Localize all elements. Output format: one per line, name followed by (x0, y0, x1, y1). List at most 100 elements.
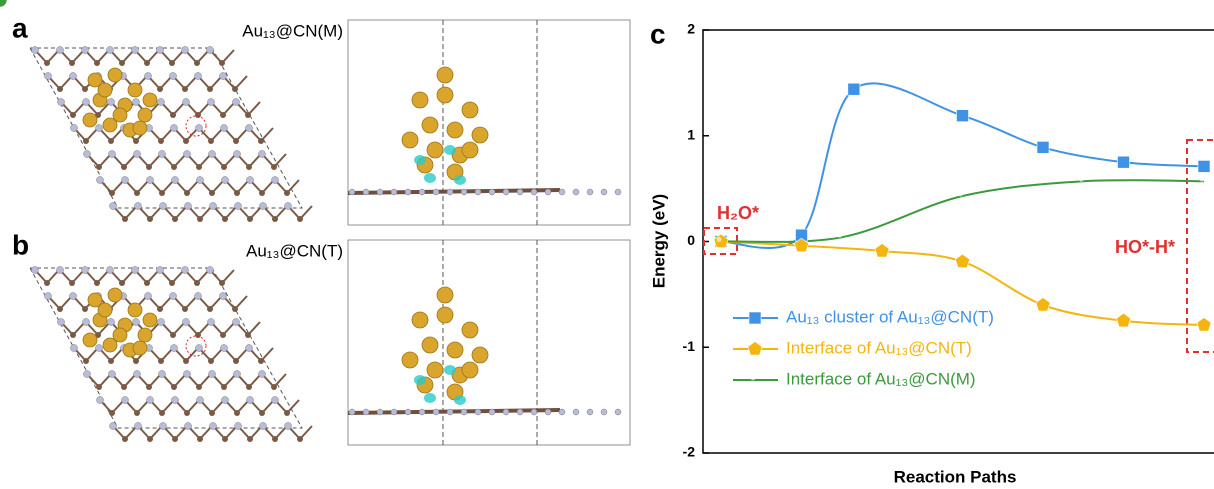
atom-c (159, 410, 165, 416)
atom-n (81, 266, 89, 274)
marker-shine (837, 232, 843, 238)
atom-n (169, 292, 177, 300)
atom-n (219, 72, 227, 80)
atom-n (502, 188, 510, 196)
atom-n (69, 72, 77, 80)
atom-c (82, 86, 88, 92)
atom-n (181, 46, 189, 54)
atom-au (132, 340, 148, 356)
atom-n (195, 124, 203, 132)
atom-n (194, 292, 202, 300)
charge-density (424, 393, 436, 403)
atom-n (70, 344, 78, 352)
atom-c (169, 280, 175, 286)
atom-n (144, 72, 152, 80)
atom-n (182, 98, 190, 106)
atom-n (159, 422, 167, 430)
panel-label: b (12, 229, 29, 260)
charge-density (454, 175, 466, 185)
atom-au (127, 82, 143, 98)
atom-c (207, 86, 213, 92)
atom-n (171, 176, 179, 184)
atom-n (544, 188, 552, 196)
panel-title: Au₁₃@CN(T) (246, 241, 343, 260)
atom-c (233, 138, 239, 144)
atom-c (271, 164, 277, 170)
atom-c (234, 190, 240, 196)
atom-n (390, 188, 398, 196)
atom-au (142, 92, 158, 108)
atom-c (82, 306, 88, 312)
atom-n (432, 408, 440, 416)
atom-c (220, 332, 226, 338)
atom-n (502, 408, 510, 416)
atom-c (69, 60, 75, 66)
y-tick-label: 2 (687, 21, 695, 37)
atom-au (137, 107, 153, 123)
atom-c (133, 138, 139, 144)
atom-n (432, 188, 440, 196)
atom-au (471, 126, 489, 144)
atom-c (169, 60, 175, 66)
atom-n (209, 202, 217, 210)
atom-au (421, 116, 439, 134)
atom-c (207, 306, 213, 312)
atom-c (121, 384, 127, 390)
atom-c (272, 436, 278, 442)
atom-c (208, 358, 214, 364)
y-tick-label: -2 (683, 444, 696, 460)
atom-c (194, 60, 200, 66)
atom-c (247, 216, 253, 222)
atom-c (69, 280, 75, 286)
atom-c (133, 358, 139, 364)
marker-shine (958, 191, 963, 197)
atom-c (147, 216, 153, 222)
atom-n (208, 370, 216, 378)
atom-c (172, 216, 178, 222)
side-box (347, 239, 631, 446)
atom-n (404, 408, 412, 416)
atom-n (96, 396, 104, 404)
atom-n (258, 150, 266, 158)
atom-n (284, 422, 292, 430)
atom-c (171, 384, 177, 390)
atom-n (183, 150, 191, 158)
marker (794, 237, 809, 253)
atom-c (144, 60, 150, 66)
atom-c (182, 86, 188, 92)
atom-c (209, 190, 215, 196)
atom-c (271, 384, 277, 390)
atom-c (245, 112, 251, 118)
annotation: HO*-H* (1115, 237, 1175, 257)
series-line (720, 179, 1205, 243)
legend-marker (0, 0, 8, 8)
atom-n (460, 408, 468, 416)
atom-n (376, 408, 384, 416)
legend-label: Interface of Au₁₃@CN(T) (786, 338, 972, 357)
marker (1196, 317, 1212, 332)
panel-label: a (12, 12, 28, 43)
chart: -2 -1 0 1 2 H₂O* HO*-H* Au₁₃ cluster of Au₁₃@CN… (0, 0, 1214, 460)
charge-density (444, 365, 456, 375)
atom-c (158, 358, 164, 364)
atom-au (461, 321, 479, 339)
atom-n (156, 46, 164, 54)
atom-c (146, 164, 152, 170)
atom-c (247, 436, 253, 442)
atom-au (107, 67, 123, 83)
atom-n (171, 396, 179, 404)
atom-n (516, 408, 524, 416)
legend-marker (747, 341, 763, 356)
atom-n (259, 422, 267, 430)
atom-n (474, 408, 482, 416)
atom-c (157, 306, 163, 312)
atom-n (146, 396, 154, 404)
charge-density (414, 375, 426, 385)
atom-n (460, 188, 468, 196)
atom-n (133, 150, 141, 158)
atom-n (404, 188, 412, 196)
atom-au (112, 327, 128, 343)
atom-au (436, 286, 454, 304)
atom-n (207, 98, 215, 106)
atom-n (132, 98, 140, 106)
